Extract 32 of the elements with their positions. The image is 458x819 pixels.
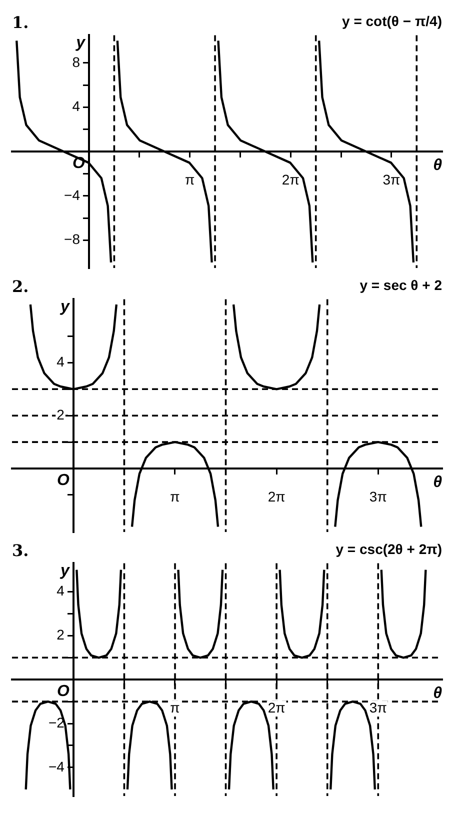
annotation: O bbox=[56, 472, 70, 489]
y-tick-label: 4 bbox=[56, 582, 65, 599]
x-tick-label: 3π bbox=[369, 699, 388, 716]
text: y = csc(2θ + 2π) bbox=[336, 541, 442, 558]
x-tick-label: 3π bbox=[382, 171, 401, 188]
x-tick-label: π bbox=[184, 171, 195, 188]
text: y = cot(θ − π/4) bbox=[342, 13, 442, 30]
x-tick-label: 2π bbox=[282, 171, 300, 188]
y-tick-label: −4 bbox=[48, 758, 65, 774]
chart-title: 2. bbox=[12, 276, 29, 296]
text: y = sec θ + 2 bbox=[360, 277, 442, 294]
x-tick-label: 2π bbox=[268, 699, 286, 716]
y-tick-label: 4 bbox=[72, 98, 80, 114]
y-tick-label: 8 bbox=[72, 54, 80, 70]
y-axis-title: y bbox=[60, 298, 71, 316]
y-tick-label: −4 bbox=[64, 186, 80, 203]
x-tick-label: π bbox=[170, 488, 180, 504]
y-axis-title: y bbox=[75, 34, 86, 52]
x-axis-title: θ bbox=[433, 685, 442, 702]
x-tick-label: 3π bbox=[369, 488, 388, 504]
chart-title: 3. bbox=[12, 540, 29, 560]
y-axis-title: y bbox=[60, 562, 71, 580]
y-tick-label: 2 bbox=[56, 406, 65, 422]
chart-title: 1. bbox=[12, 12, 29, 32]
x-tick-label: π bbox=[170, 699, 180, 716]
x-axis-title: θ bbox=[433, 157, 442, 174]
x-axis-title: θ bbox=[433, 474, 442, 491]
y-tick-label: 4 bbox=[56, 354, 65, 370]
x-tick-label: 2π bbox=[268, 488, 286, 504]
y-tick-label: −8 bbox=[64, 231, 80, 248]
y-tick-label: 2 bbox=[56, 626, 65, 643]
annotation: O bbox=[56, 683, 70, 700]
